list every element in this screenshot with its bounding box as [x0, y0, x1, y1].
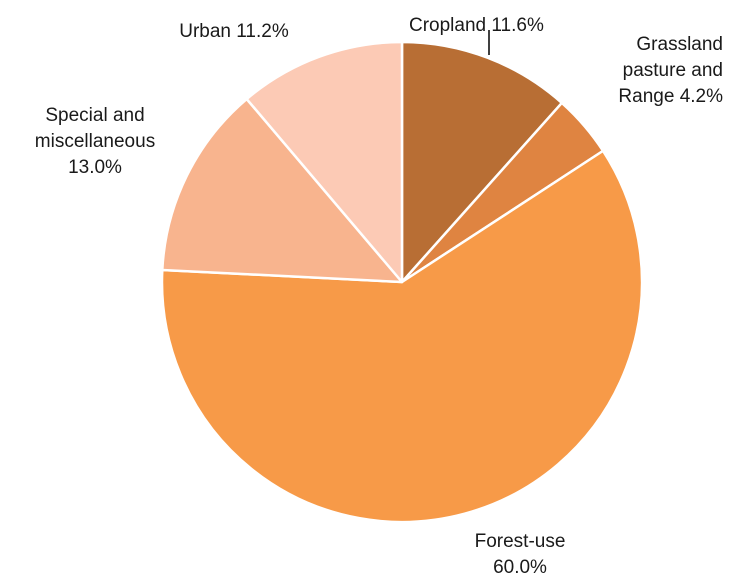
pie-slice-special-and-miscellaneous: [161, 97, 404, 284]
pie-slice-urban: [245, 40, 404, 284]
pie-slice-forest-use: [160, 149, 644, 524]
data-label-line: 60.0%: [493, 557, 547, 578]
data-label-grassland-pasture-and-range: Grassland pasture and Range 4.2%: [618, 34, 723, 107]
data-label-line: Grassland: [636, 34, 723, 55]
data-label-special-and-miscellaneous: Special and miscellaneous 13.0%: [35, 105, 155, 178]
pie-slice-cropland: [400, 40, 564, 284]
data-label-cropland: Cropland 11.6%: [409, 15, 544, 36]
data-label-line: Cropland 11.6%: [409, 15, 544, 36]
data-label-line: 13.0%: [68, 157, 122, 178]
data-label-line: miscellaneous: [35, 131, 155, 152]
data-label-line: pasture and: [623, 60, 723, 81]
data-label-line: Urban 11.2%: [179, 21, 289, 42]
data-label-line: Range 4.2%: [618, 86, 723, 107]
pie-slices: [160, 40, 644, 524]
data-label-line: Special and: [45, 105, 144, 126]
data-label-urban: Urban 11.2%: [179, 21, 289, 42]
data-label-line: Forest-use: [475, 531, 566, 552]
data-label-forest-use: Forest-use 60.0%: [475, 531, 566, 578]
pie-data-labels: Cropland 11.6% Grassland pasture and Range …: [35, 15, 723, 578]
